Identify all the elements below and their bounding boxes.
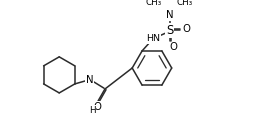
Text: N: N	[166, 10, 173, 20]
Text: CH₃: CH₃	[146, 0, 162, 7]
Text: CH₃: CH₃	[177, 0, 193, 7]
Text: O: O	[169, 43, 177, 53]
Text: H: H	[89, 106, 95, 115]
Text: N: N	[86, 75, 93, 85]
Text: O: O	[183, 24, 191, 34]
Text: S: S	[166, 24, 173, 37]
Text: O: O	[93, 102, 101, 112]
Text: HN: HN	[146, 34, 160, 43]
